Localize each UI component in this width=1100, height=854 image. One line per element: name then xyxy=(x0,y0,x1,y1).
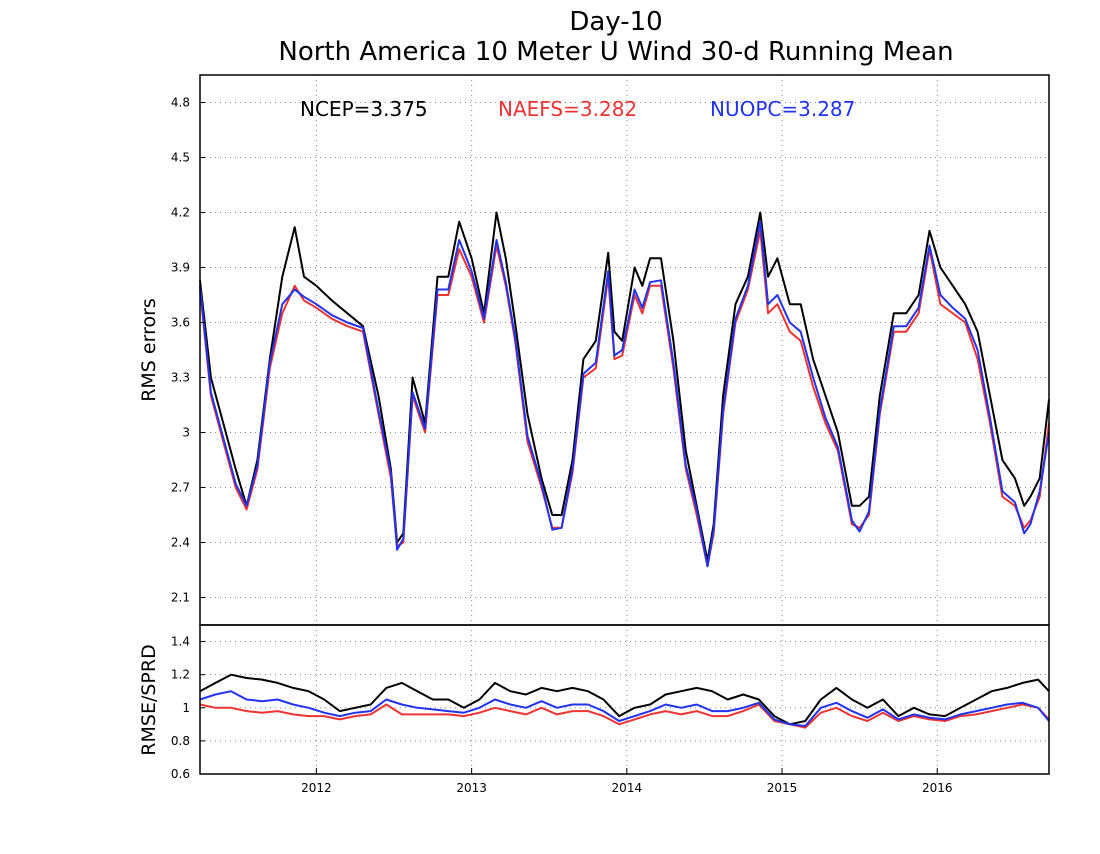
panel-0-ytick-label-1: 2.4 xyxy=(171,536,190,550)
xtick-label-4: 2016 xyxy=(922,781,953,795)
panel-0-ytick-label-2: 2.7 xyxy=(171,481,190,495)
xtick-label-3: 2015 xyxy=(767,781,798,795)
panel-0-series-naefs xyxy=(199,229,1050,568)
panel-0-ytick-label-6: 3.9 xyxy=(171,261,190,275)
panel-0-ytick-label-5: 3.6 xyxy=(171,316,190,330)
xtick-label-0: 2012 xyxy=(301,781,332,795)
tick-layer: 2.1 2.4 2.7 3 3.3 3.6 3.9 4.2 4.5 4.8 0.6 0.8 1 1.2 1.… xyxy=(171,96,953,796)
panel-1-ytick-label-1: 0.8 xyxy=(171,734,190,748)
xtick-label-1: 2013 xyxy=(456,781,487,795)
legend-ncep: NCEP=3.375 xyxy=(300,97,428,121)
panel-0-ytick-label-9: 4.8 xyxy=(171,96,190,110)
frame-layer xyxy=(199,74,1050,775)
series-layer xyxy=(199,211,1050,729)
panel-1-ytick-label-4: 1.4 xyxy=(171,635,190,649)
panel-1-series-naefs xyxy=(199,703,1050,729)
panel-0-series-ncep xyxy=(199,211,1050,562)
panel-0-frame xyxy=(199,74,1050,626)
panel-0-ytick-label-4: 3.3 xyxy=(171,371,190,385)
panel-0-ytick-label-0: 2.1 xyxy=(171,591,190,605)
panel-1-frame xyxy=(199,624,1050,775)
panel-0-ytick-label-8: 4.5 xyxy=(171,151,190,165)
ratio-y-axis-label: RMSE/SPRD xyxy=(138,644,160,755)
panel-1-ytick-label-0: 0.6 xyxy=(171,767,190,781)
panel-1-ytick-label-2: 1 xyxy=(182,701,190,715)
panel-0-ytick-label-7: 4.2 xyxy=(171,206,190,220)
legend-naefs: NAEFS=3.282 xyxy=(498,97,637,121)
panel-1-ytick-label-3: 1.2 xyxy=(171,668,190,682)
xtick-label-2: 2014 xyxy=(612,781,643,795)
panel-0-series-nuopc xyxy=(199,220,1050,568)
panel-1-series-nuopc xyxy=(199,690,1050,727)
panel-0-ytick-label-3: 3 xyxy=(182,426,190,440)
panel-1-series-ncep xyxy=(199,673,1050,726)
legend-nuopc: NUOPC=3.287 xyxy=(710,97,855,121)
grid-layer xyxy=(200,75,1049,775)
main-y-axis-label: RMS errors xyxy=(138,298,160,402)
chart-subtitle: North America 10 Meter U Wind 30-d Runni… xyxy=(278,37,953,67)
chart-title: Day-10 xyxy=(569,7,662,37)
